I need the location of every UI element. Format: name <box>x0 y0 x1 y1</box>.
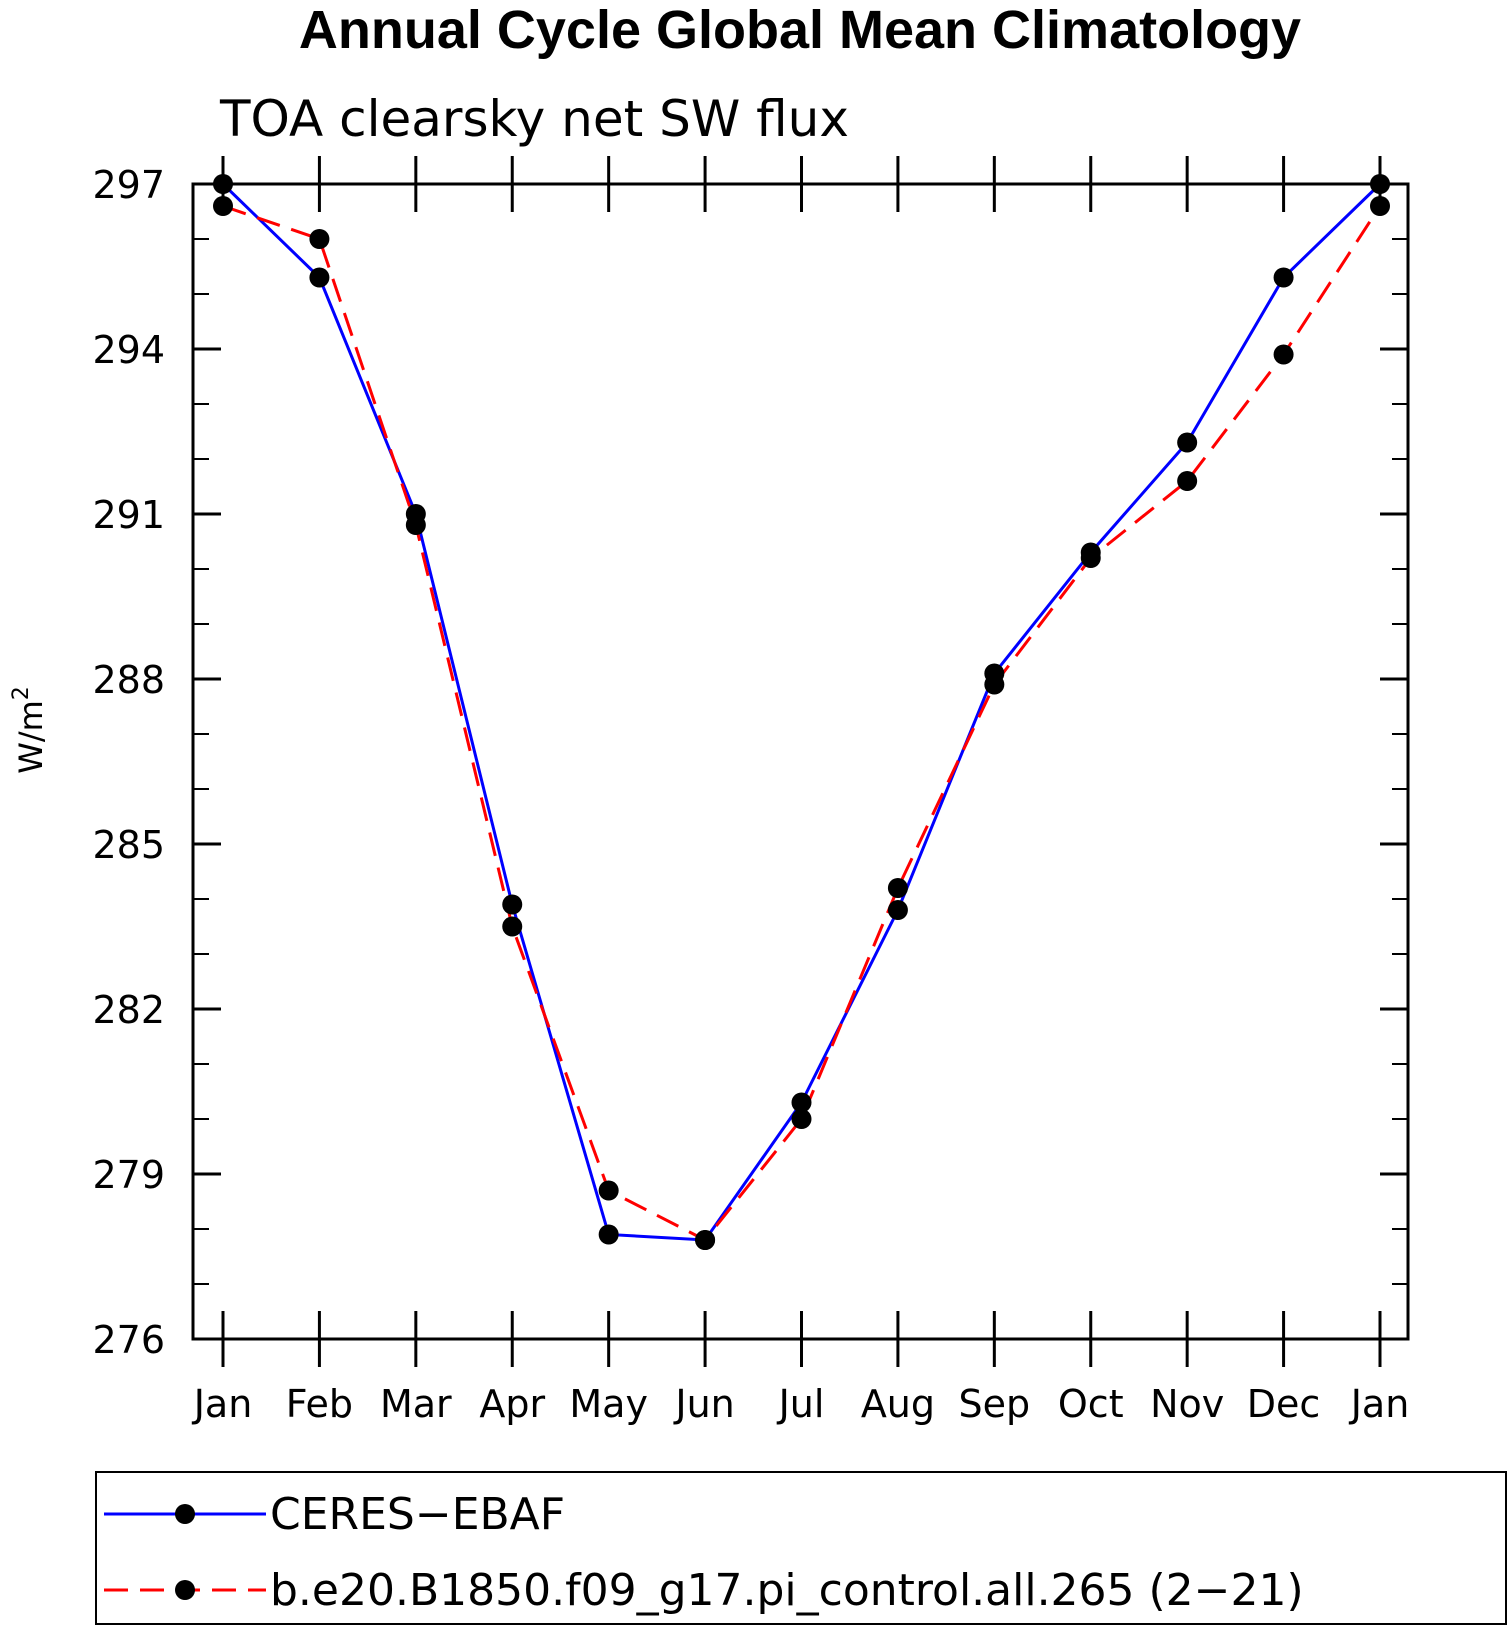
series-2-point <box>791 1109 812 1129</box>
series-2-point <box>695 1230 716 1250</box>
series-1-point <box>1177 432 1198 453</box>
series-2-point <box>1080 548 1101 568</box>
x-tick-label: Jun <box>673 1382 734 1426</box>
series-1-point <box>791 1092 812 1113</box>
x-tick-label: Aug <box>861 1382 935 1426</box>
x-tick-label: Jan <box>1349 1382 1410 1426</box>
x-tick-label: Sep <box>959 1382 1031 1426</box>
series-2-point <box>309 229 330 249</box>
x-tick-label: Jan <box>192 1382 253 1426</box>
legend-marker-1 <box>175 1504 195 1524</box>
series-2-point <box>1177 471 1198 491</box>
series-1-point <box>887 900 908 920</box>
y-tick-label: 294 <box>92 328 165 372</box>
y-tick-label: 288 <box>92 658 165 702</box>
y-tick-label: 291 <box>92 493 165 537</box>
axis-ticks <box>193 156 1408 1367</box>
legend-marker-2 <box>175 1580 195 1600</box>
legend-label-1: CERES−EBAF <box>270 1489 565 1540</box>
x-tick-labels: Jan Feb Mar Apr May Jun Jul Aug Sep Oct Nov Dec Jan <box>192 1382 1410 1426</box>
series-2-point <box>502 916 523 937</box>
plot-frame <box>191 182 1410 1341</box>
y-tick-label: 297 <box>92 163 165 207</box>
y-tick-label: 282 <box>92 988 165 1032</box>
chart-subtitle: TOA clearsky net SW flux <box>219 90 849 148</box>
series-2-point <box>213 196 233 216</box>
y-tick-label: 276 <box>92 1318 165 1362</box>
series-layer <box>213 174 1390 1250</box>
series-1-point <box>502 894 523 915</box>
x-tick-label: Jul <box>777 1382 825 1426</box>
series-2-point <box>887 878 908 898</box>
svg-text:W/m2: W/m2 <box>9 686 50 774</box>
y-axis-label-text: W/m <box>12 700 50 774</box>
series-2-point <box>1273 344 1294 365</box>
series-line-1 <box>221 182 1382 1242</box>
x-tick-label: Nov <box>1150 1382 1224 1426</box>
chart-title: Annual Cycle Global Mean Climatology <box>299 0 1301 60</box>
y-axis-label-superscript: 2 <box>9 686 34 700</box>
legend: CERES−EBAF b.e20.B1850.f09_g17.pi_control… <box>95 1471 1507 1625</box>
series-1-point <box>1273 267 1294 288</box>
y-axis-label: W/m2 <box>9 686 50 774</box>
y-tick-label: 279 <box>92 1153 165 1197</box>
x-tick-label: Mar <box>380 1382 452 1426</box>
legend-label-2: b.e20.B1850.f09_g17.pi_control.all.265 (… <box>270 1565 1304 1616</box>
legend-box <box>95 1471 1507 1625</box>
x-tick-label: Feb <box>286 1382 353 1426</box>
series-line-2 <box>222 204 1382 1242</box>
series-2-point <box>984 674 1005 695</box>
x-tick-label: Oct <box>1058 1382 1124 1426</box>
series-1-point <box>598 1224 619 1245</box>
series-2-point <box>405 515 426 535</box>
x-tick-label: May <box>569 1382 648 1426</box>
series-1-point <box>309 267 330 288</box>
y-tick-labels: 276 279 282 285 288 291 294 297 <box>92 163 165 1362</box>
y-tick-label: 285 <box>92 823 165 867</box>
series-2-point <box>598 1180 619 1201</box>
x-tick-label: Dec <box>1247 1382 1321 1426</box>
x-tick-label: Apr <box>479 1382 545 1426</box>
series-2-point <box>1370 196 1390 216</box>
